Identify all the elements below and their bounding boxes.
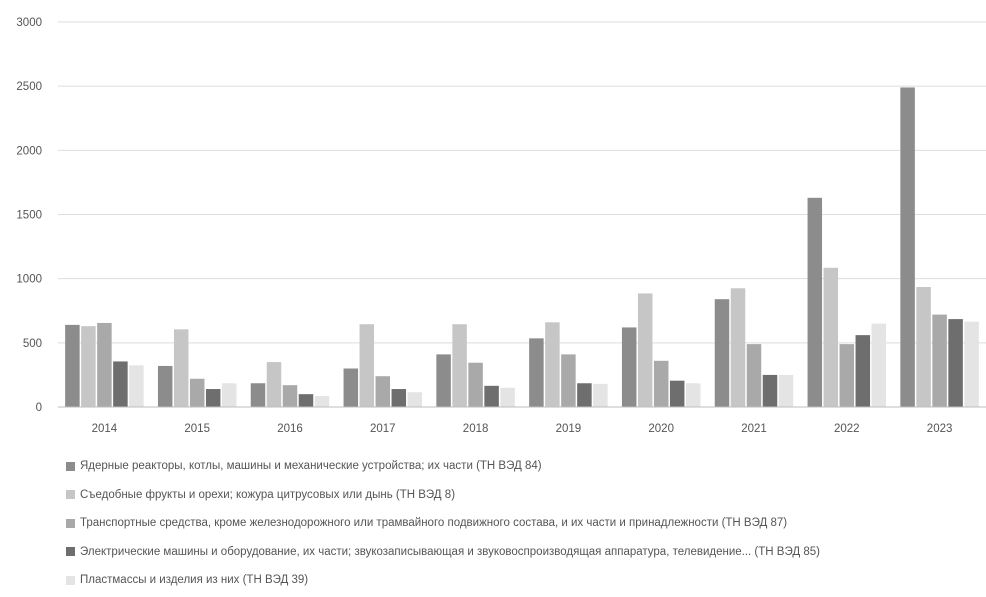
bar [65, 324, 80, 407]
bar [621, 327, 637, 407]
bar [113, 361, 128, 407]
bars [65, 87, 979, 407]
legend-item: Электрические машины и оборудование, их … [66, 538, 976, 567]
bar [577, 383, 592, 407]
gridlines [58, 21, 986, 344]
legend-swatch [66, 461, 75, 471]
bar [653, 360, 669, 407]
x-tick-label: 2023 [927, 423, 953, 435]
bar [407, 392, 423, 407]
bar [375, 376, 391, 407]
legend-label: Транспортные средства, кроме железнодоро… [80, 517, 788, 530]
legend-label: Ядерные реакторы, котлы, машины и механи… [80, 460, 542, 473]
bar [97, 322, 112, 407]
legend-label: Электрические машины и оборудование, их … [80, 545, 820, 558]
bar [173, 329, 189, 407]
bar [839, 344, 855, 407]
x-tick-label: 2015 [184, 423, 210, 435]
bar [545, 322, 560, 407]
bar [529, 338, 544, 407]
legend-item: Пластмассы и изделия из них (ТН ВЭД 39) [66, 566, 976, 595]
bar [266, 362, 282, 407]
bar [359, 324, 375, 407]
bar [282, 385, 298, 407]
y-tick-label: 500 [23, 338, 42, 350]
bar [391, 389, 407, 407]
y-tick-label: 0 [36, 402, 42, 414]
bar [714, 299, 730, 407]
legend-swatch [66, 575, 75, 585]
x-tick-label: 2018 [463, 423, 489, 435]
bar [916, 287, 931, 407]
bar [778, 374, 794, 407]
bar [669, 380, 685, 407]
x-tick-label: 2020 [648, 423, 674, 435]
x-tick-label: 2022 [834, 423, 860, 435]
x-tick-label: 2016 [277, 423, 303, 435]
bar [561, 354, 576, 407]
bar [900, 87, 915, 407]
bar [593, 383, 608, 407]
y-tick-label: 3000 [16, 17, 42, 29]
legend-swatch [66, 547, 75, 557]
y-axis-ticks: 0 500 1000 1500 2000 2500 3000 [16, 17, 42, 414]
bar [637, 293, 653, 407]
bar [343, 368, 359, 407]
legend-swatch [66, 490, 75, 500]
x-tick-label: 2014 [92, 423, 118, 435]
y-tick-label: 2000 [16, 145, 42, 157]
y-tick-label: 1500 [16, 210, 42, 222]
x-tick-label: 2019 [556, 423, 582, 435]
legend: Ядерные реакторы, котлы, машины и механи… [66, 452, 976, 595]
bar [964, 321, 979, 407]
bar [948, 319, 963, 407]
bar [129, 365, 144, 407]
x-axis-ticks: 2014 2015 2016 2017 2018 2019 2020 2021 2022 2023 [92, 423, 953, 435]
bar [685, 383, 701, 407]
legend-label: Съедобные фрукты и орехи; кожура цитрусо… [80, 488, 456, 501]
y-tick-label: 1000 [16, 274, 42, 286]
bar [250, 383, 266, 407]
y-tick-label: 2500 [16, 81, 42, 93]
bar [746, 344, 762, 407]
bar [157, 365, 173, 407]
legend-item: Ядерные реакторы, котлы, машины и механи… [66, 452, 976, 481]
bar [436, 354, 451, 407]
legend-item: Съедобные фрукты и орехи; кожура цитрусо… [66, 481, 976, 510]
bar [932, 314, 947, 407]
bar [205, 389, 221, 407]
bar [452, 324, 467, 407]
bar [500, 387, 515, 407]
bar [298, 394, 314, 407]
bar [314, 396, 330, 407]
bar [762, 374, 778, 407]
legend-item: Транспортные средства, кроме железнодоро… [66, 509, 976, 538]
bar [730, 288, 746, 407]
legend-swatch [66, 518, 75, 528]
bar [855, 335, 871, 407]
bar [81, 326, 96, 407]
bar [871, 323, 887, 407]
legend-label: Пластмассы и изделия из них (ТН ВЭД 39) [80, 574, 309, 587]
bar [221, 383, 237, 407]
x-tick-label: 2017 [370, 423, 396, 435]
bar [484, 385, 499, 407]
bar [468, 362, 483, 407]
x-tick-label: 2021 [741, 423, 767, 435]
bar [189, 378, 205, 407]
bar [823, 267, 839, 407]
bar [807, 197, 823, 407]
